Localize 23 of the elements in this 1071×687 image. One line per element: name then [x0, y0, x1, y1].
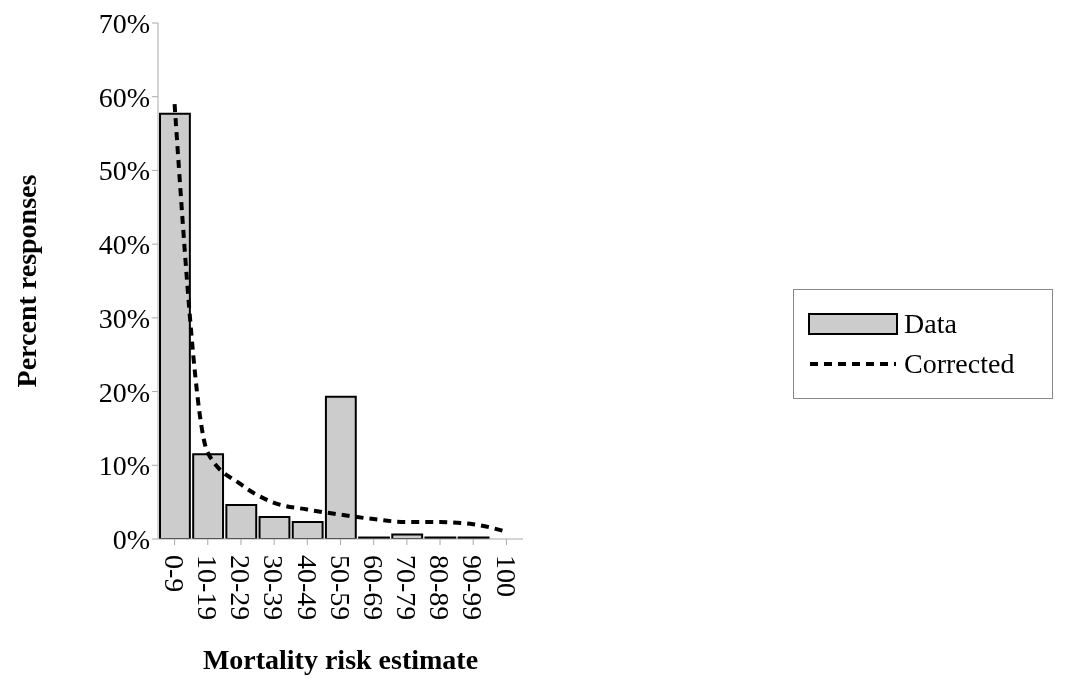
x-tick-label: 90-99 — [457, 555, 489, 621]
y-tick-label: 0% — [112, 523, 150, 555]
y-tick-label: 20% — [98, 376, 150, 408]
x-tick-label: 40-49 — [291, 555, 323, 621]
x-tick-label: 70-79 — [391, 555, 423, 621]
x-tick-label: 50-59 — [324, 555, 356, 621]
y-tick-label: 10% — [98, 450, 150, 482]
x-tick-label: 60-69 — [357, 555, 389, 621]
x-axis-title: Mortality risk estimate — [202, 644, 479, 675]
x-tick-label: 80-89 — [424, 555, 456, 621]
x-tick-label: 30-39 — [258, 555, 290, 621]
x-tick-label: 20-29 — [225, 555, 257, 621]
y-tick-label: 70% — [98, 7, 150, 39]
x-tick-label: 100 — [490, 555, 522, 597]
y-tick-label: 50% — [98, 155, 150, 187]
y-axis-title: Percent responses — [10, 174, 42, 388]
x-tick-label: 10-19 — [191, 555, 223, 621]
y-tick-label: 30% — [98, 302, 150, 334]
y-tick-label: 40% — [98, 229, 150, 261]
y-tick-label: 60% — [98, 81, 150, 113]
x-tick-label: 0-9 — [158, 555, 190, 593]
legend-label: Data — [904, 307, 957, 340]
legend-label: Corrected — [904, 347, 1015, 380]
